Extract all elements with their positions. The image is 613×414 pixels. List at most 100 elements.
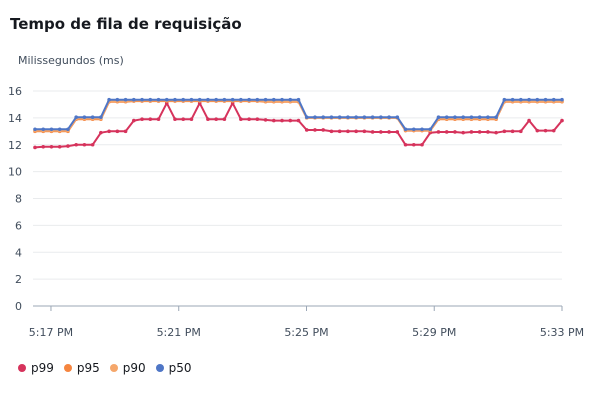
data-point-p50	[535, 97, 540, 102]
data-point-p50	[140, 97, 144, 102]
y-tick-label: 12	[8, 139, 22, 152]
data-point-p50	[379, 115, 383, 120]
data-point-p99	[107, 129, 111, 134]
data-point-p50	[148, 97, 153, 102]
data-point-p99	[535, 128, 540, 133]
y-tick-label: 0	[15, 300, 22, 313]
data-point-p50	[115, 97, 120, 102]
series-line-p99	[34, 102, 563, 149]
data-point-p99	[280, 118, 284, 123]
data-point-p50	[304, 115, 309, 120]
data-point-p99	[444, 130, 449, 134]
legend-label: p90	[122, 361, 146, 375]
data-point-p50	[469, 115, 474, 120]
data-point-p99	[33, 145, 37, 150]
data-point-p50	[255, 97, 260, 102]
data-point-p50	[296, 97, 301, 102]
data-point-p99	[222, 117, 227, 122]
y-tick-label: 16	[8, 85, 22, 98]
legend-dot-icon	[18, 364, 26, 372]
data-point-p99	[354, 129, 358, 134]
data-point-p50	[214, 97, 218, 102]
legend-label: p99	[31, 361, 54, 375]
data-point-p50	[66, 127, 70, 132]
data-point-p99	[551, 128, 556, 133]
data-point-p50	[173, 97, 177, 102]
data-point-p99	[90, 142, 95, 147]
y-tick-label: 14	[8, 112, 22, 125]
data-point-p99	[321, 128, 326, 132]
data-point-p99	[337, 129, 342, 134]
legend-item-p50[interactable]: p50	[155, 361, 192, 375]
data-point-p50	[387, 115, 391, 120]
data-point-p99	[82, 142, 87, 147]
data-point-p50	[543, 97, 548, 102]
data-point-p99	[395, 130, 400, 134]
data-point-p99	[271, 118, 276, 123]
y-tick-label: 6	[15, 219, 22, 232]
x-tick-label: 5:33 PM	[540, 326, 584, 339]
data-point-p50	[271, 97, 276, 102]
data-point-p50	[428, 127, 433, 132]
data-point-p99	[387, 130, 391, 134]
data-point-p99	[214, 117, 218, 122]
data-point-p50	[346, 115, 350, 120]
legend-dot-icon	[63, 364, 72, 372]
data-point-p50	[49, 127, 54, 132]
data-point-p99	[543, 128, 548, 133]
data-point-p99	[263, 118, 268, 122]
data-point-p99	[181, 117, 186, 122]
data-point-p99	[411, 142, 416, 147]
y-tick-label: 10	[8, 166, 22, 179]
data-point-p50	[510, 97, 515, 102]
data-point-p50	[477, 115, 482, 120]
data-point-p50	[239, 97, 243, 102]
data-point-p99	[420, 142, 424, 147]
legend-label: p50	[168, 361, 192, 375]
data-point-p50	[181, 97, 186, 102]
legend-item-p90[interactable]: p90	[109, 361, 146, 375]
data-point-p99	[486, 130, 490, 134]
data-point-p50	[436, 115, 441, 120]
data-point-p50	[33, 127, 37, 132]
data-point-p50	[362, 115, 367, 120]
data-point-p99	[296, 118, 301, 123]
data-point-p50	[74, 115, 78, 120]
data-point-p50	[230, 97, 235, 102]
x-tick-label: 5:21 PM	[157, 326, 201, 339]
data-point-p99	[379, 130, 383, 134]
data-point-p50	[222, 97, 227, 102]
data-point-p50	[337, 115, 342, 120]
data-point-p99	[148, 117, 153, 122]
data-point-p99	[132, 118, 136, 123]
data-point-p50	[164, 97, 169, 102]
legend-item-p95[interactable]: p95	[63, 361, 100, 375]
data-point-p99	[189, 117, 194, 122]
data-point-p50	[263, 97, 268, 102]
x-tick-label: 5:29 PM	[412, 326, 456, 339]
data-point-p99	[123, 129, 128, 134]
data-point-p50	[82, 115, 87, 120]
data-point-p50	[107, 97, 111, 102]
legend-dot-icon	[155, 364, 164, 372]
data-point-p50	[313, 115, 317, 120]
legend-item-p99[interactable]: p99	[18, 361, 54, 375]
data-point-p99	[346, 129, 350, 134]
data-point-p99	[74, 142, 78, 147]
y-tick-label: 4	[15, 246, 22, 259]
data-point-p99	[206, 117, 210, 122]
data-point-p99	[304, 128, 309, 132]
chart-title: Tempo de fila de requisição	[10, 15, 242, 33]
data-point-p50	[551, 97, 556, 102]
grid-lines	[33, 90, 562, 307]
axis-ticks: 0 2 4 6 8 10 12 14 16 5:17 PM 5:21 PM 5:25 PM 5:29 P…	[8, 85, 584, 339]
data-point-p50	[90, 115, 95, 120]
data-point-p50	[395, 115, 400, 120]
data-point-p99	[494, 130, 498, 135]
data-point-p99	[173, 117, 177, 122]
series-line-p50	[35, 98, 562, 131]
data-point-p50	[560, 97, 564, 102]
data-point-p99	[527, 118, 531, 123]
data-point-p50	[321, 115, 326, 120]
data-point-p50	[519, 97, 523, 102]
